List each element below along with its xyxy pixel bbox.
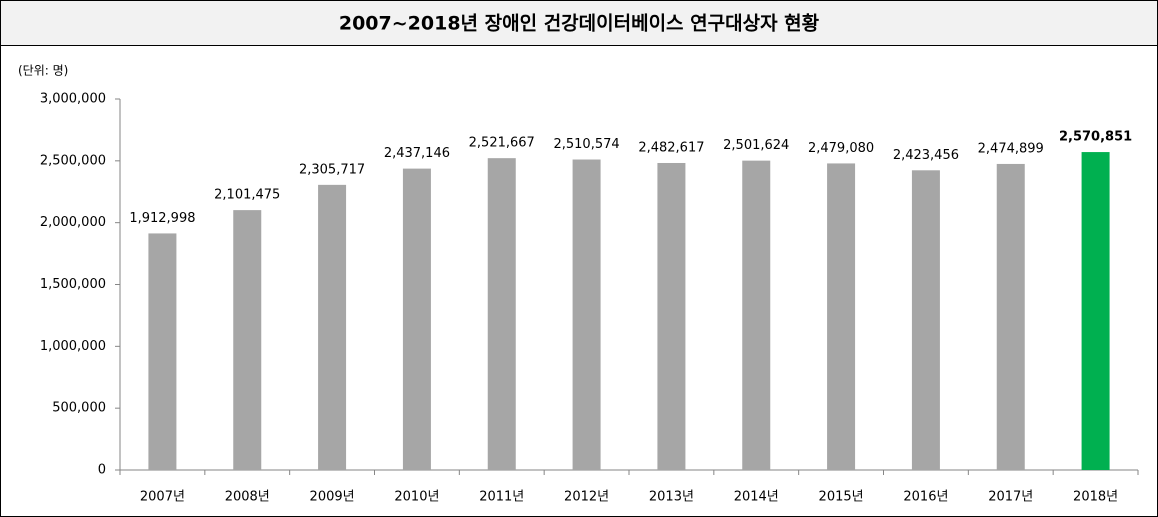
y-tick-label: 0 xyxy=(98,463,106,478)
bar xyxy=(827,163,856,470)
x-tick-label: 2011년 xyxy=(479,490,524,505)
title-bar xyxy=(0,0,1158,46)
value-label: 2,521,667 xyxy=(469,136,535,151)
x-tick-label: 2008년 xyxy=(225,490,270,505)
value-label: 2,510,574 xyxy=(553,137,619,152)
x-tick-label: 2007년 xyxy=(140,490,185,505)
value-label: 2,474,899 xyxy=(978,141,1044,156)
value-label: 2,423,456 xyxy=(893,148,959,163)
y-tick-label: 500,000 xyxy=(52,401,106,416)
value-label: 1,912,998 xyxy=(129,211,195,226)
x-tick-label: 2009년 xyxy=(310,490,355,505)
x-tick-label: 2016년 xyxy=(903,490,948,505)
bar xyxy=(911,170,940,471)
bar xyxy=(487,158,516,470)
y-tick-label: 1,000,000 xyxy=(40,339,106,354)
bar xyxy=(572,159,601,470)
y-tick-label: 3,000,000 xyxy=(40,92,106,107)
bar xyxy=(742,160,771,470)
bar xyxy=(657,162,686,470)
value-label: 2,101,475 xyxy=(214,188,280,203)
x-tick-label: 2013년 xyxy=(649,490,694,505)
value-label: 2,305,717 xyxy=(299,162,365,177)
value-label: 2,482,617 xyxy=(638,140,704,155)
value-label: 2,570,851 xyxy=(1059,130,1132,145)
value-label: 2,437,146 xyxy=(384,146,450,161)
bar xyxy=(148,233,177,470)
bar xyxy=(1081,152,1110,471)
bar xyxy=(318,184,347,470)
y-tick-label: 2,000,000 xyxy=(40,215,106,230)
unit-label: (단위: 명) xyxy=(18,64,68,78)
value-label: 2,479,080 xyxy=(808,141,874,156)
x-tick-label: 2017년 xyxy=(988,490,1033,505)
bar xyxy=(996,163,1025,470)
x-tick-label: 2015년 xyxy=(819,490,864,505)
bar xyxy=(233,210,262,470)
x-tick-label: 2010년 xyxy=(394,490,439,505)
chart-title: 2007~2018년 장애인 건강데이터베이스 연구대상자 현황 xyxy=(339,12,820,35)
x-tick-label: 2012년 xyxy=(564,490,609,505)
y-tick-label: 2,500,000 xyxy=(40,153,106,168)
x-tick-label: 2018년 xyxy=(1073,490,1118,505)
y-tick-label: 1,500,000 xyxy=(40,277,106,292)
bar xyxy=(402,168,431,471)
x-tick-label: 2014년 xyxy=(734,490,779,505)
value-label: 2,501,624 xyxy=(723,138,789,153)
